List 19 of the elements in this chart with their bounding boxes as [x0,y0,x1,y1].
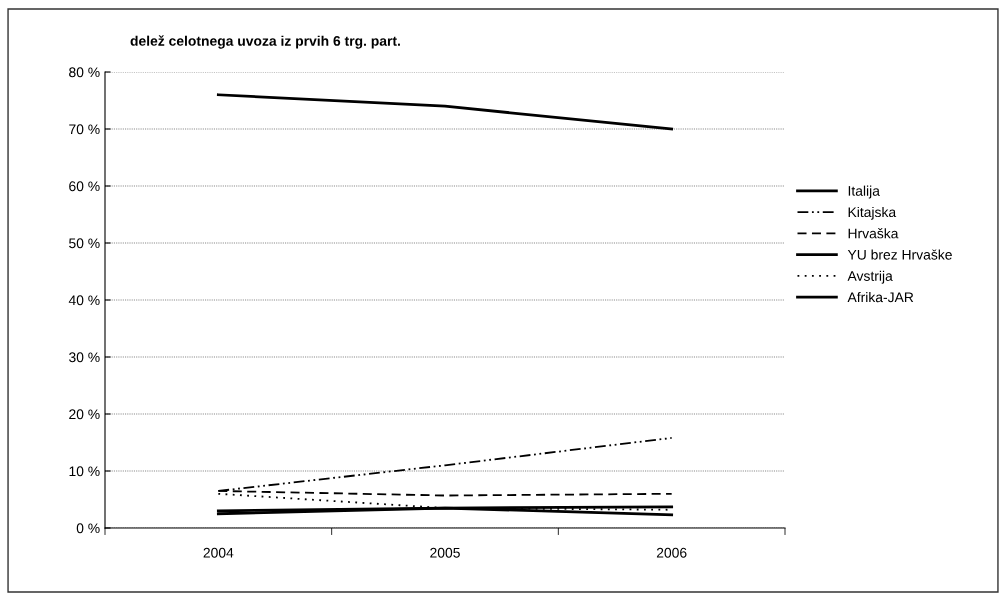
y-tick-label: 80 % [69,67,100,78]
y-tick-label: 0 % [76,523,100,534]
legend-label: Afrika-JAR [847,292,914,303]
y-tick-label: 10 % [69,466,100,477]
legend-label: Avstrija [847,270,893,284]
x-tick-label: 2005 [430,547,460,558]
legend-label: YU brez Hrvaške [847,249,952,260]
y-tick-label: 50 % [69,238,100,249]
y-tick-label: 20 % [69,409,100,420]
y-tick-label: 60 % [69,181,100,192]
y-tick-label: 30 % [69,352,100,363]
legend-label: Kitajska [848,206,897,220]
legend-label: Italija [848,185,880,199]
legend-label: Hrvaška [848,228,899,239]
chart-title: delež celotnega uvoza iz prvih 6 trg. part. [130,35,400,49]
x-tick-label: 2006 [656,547,687,558]
y-tick-label: 40 % [68,295,100,306]
y-tick-label: 70 % [69,124,100,135]
x-tick-label: 2004 [203,547,234,558]
